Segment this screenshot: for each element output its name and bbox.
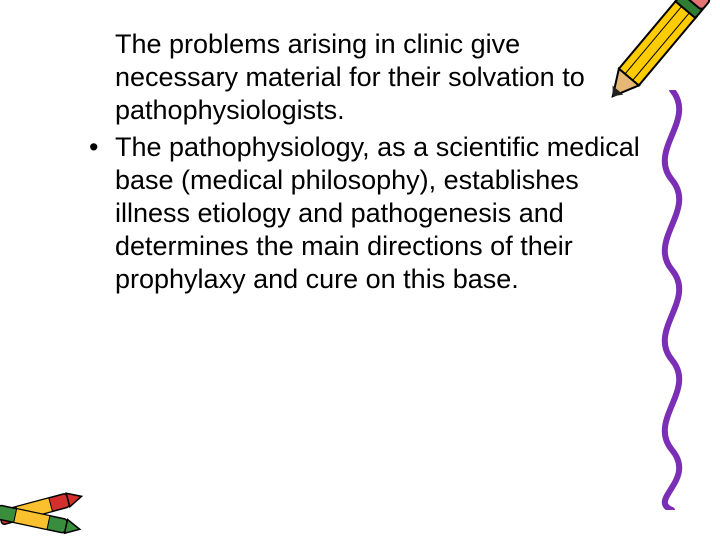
- squiggle-decoration: [642, 90, 702, 510]
- intro-paragraph: The problems arising in clinic give nece…: [85, 28, 640, 127]
- pencil-icon: [582, 0, 720, 102]
- bullet-marker: •: [85, 131, 115, 164]
- bullet-item: • The pathophysiology, as a scientific m…: [85, 131, 640, 300]
- slide-body: The problems arising in clinic give nece…: [85, 28, 640, 300]
- crayons-icon: [0, 470, 110, 550]
- bullet-text: The pathophysiology, as a scientific med…: [115, 131, 640, 296]
